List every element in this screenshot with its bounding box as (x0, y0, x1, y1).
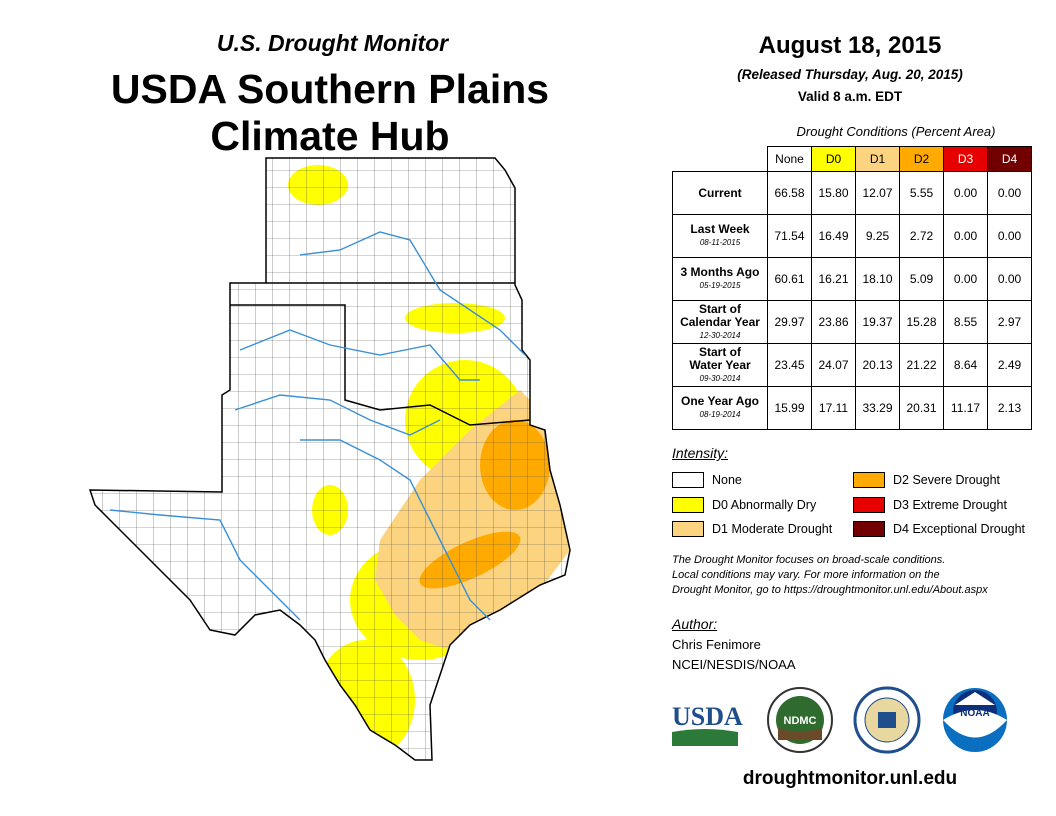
swatch (853, 497, 885, 513)
cell: 23.45 (767, 343, 812, 387)
cell: 2.97 (987, 300, 1032, 344)
cell: 15.99 (767, 386, 812, 430)
note-line: The Drought Monitor focuses on broad-sca… (672, 554, 946, 566)
legend-item-d0: D0 Abnormally Dry (672, 497, 816, 513)
header-blank (673, 147, 768, 172)
cell: 2.13 (987, 386, 1032, 430)
footer-url[interactable]: droughtmonitor.unl.edu (742, 768, 958, 789)
table-row: 3 Months Ago 05-19-2015 60.61 16.21 18.10… (672, 257, 1032, 301)
cell: 24.07 (811, 343, 856, 387)
legend-item-none: None (672, 472, 742, 488)
swatch (672, 472, 704, 488)
swatch (853, 472, 885, 488)
cell: 5.55 (899, 171, 944, 215)
cell: 0.00 (943, 257, 988, 301)
cell: 33.29 (855, 386, 900, 430)
cell: 2.49 (987, 343, 1032, 387)
author-org: NCEI/NESDIS/NOAA (672, 657, 796, 672)
rivers (109, 231, 526, 621)
map-title: USDA Southern Plains Climate Hub (80, 66, 580, 160)
cell: 0.00 (987, 257, 1032, 301)
cell: 8.55 (943, 300, 988, 344)
legend-item-d4: D4 Exceptional Drought (853, 521, 1025, 537)
col-d0: D0 (811, 146, 856, 172)
author-heading: Author: (672, 616, 718, 632)
table-row: Start of Calendar Year 12-30-2014 29.97 23… (672, 300, 1032, 344)
valid-time: Valid 8 a.m. EDT (797, 89, 903, 104)
cell: 8.64 (943, 343, 988, 387)
swatch (672, 521, 704, 537)
cell: 17.11 (811, 386, 856, 430)
col-d2: D2 (899, 146, 944, 172)
cell: 0.00 (987, 214, 1032, 258)
row-label: One Year Ago 08-19-2014 (672, 386, 768, 430)
table-row: Start of Water Year 09-30-2014 23.45 24.07… (672, 343, 1032, 387)
cell: 2.72 (899, 214, 944, 258)
row-label: Start of Water Year 09-30-2014 (672, 343, 768, 387)
cell: 19.37 (855, 300, 900, 344)
disclaimer-note: The Drought Monitor focuses on broad-sca… (672, 553, 1042, 598)
col-none: None (767, 146, 812, 172)
cell: 12.07 (855, 171, 900, 215)
col-d3: D3 (943, 146, 988, 172)
cell: 18.10 (855, 257, 900, 301)
swatch (853, 521, 885, 537)
cell: 60.61 (767, 257, 812, 301)
oklahoma-border (230, 304, 531, 426)
row-label: Current (672, 171, 768, 215)
table-row: Current 66.58 15.80 12.07 5.55 0.00 0.00 (672, 171, 1032, 215)
map-title-line1: USDA Southern Plains (110, 66, 550, 112)
table-header-row: None D0 D1 D2 D3 D4 (673, 146, 1032, 172)
cell: 9.25 (855, 214, 900, 258)
note-line: Local conditions may vary. For more info… (672, 569, 940, 581)
legend-item-d2: D2 Severe Drought (853, 472, 1000, 488)
release-date: (Released Thursday, Aug. 20, 2015) (737, 67, 963, 82)
row-label: Start of Calendar Year 12-30-2014 (672, 300, 768, 344)
cell: 71.54 (767, 214, 812, 258)
cell: 15.80 (811, 171, 856, 215)
cell: 23.86 (811, 300, 856, 344)
cell: 0.00 (943, 214, 988, 258)
swatch (672, 497, 704, 513)
cell: 21.22 (899, 343, 944, 387)
map-date: August 18, 2015 (758, 32, 942, 59)
cell: 20.31 (899, 386, 944, 430)
cell: 5.09 (899, 257, 944, 301)
cell: 20.13 (855, 343, 900, 387)
legend-item-d3: D3 Extreme Drought (853, 497, 1007, 513)
cell: 16.49 (811, 214, 856, 258)
table-row: Last Week 08-11-2015 71.54 16.49 9.25 2.7… (672, 214, 1032, 258)
legend-heading: Intensity: (672, 445, 729, 461)
cell: 15.28 (899, 300, 944, 344)
map-subtitle: U.S. Drought Monitor (216, 30, 449, 56)
region-outline (88, 157, 571, 761)
author-name: Chris Fenimore (672, 637, 761, 652)
cell: 11.17 (943, 386, 988, 430)
cell: 0.00 (987, 171, 1032, 215)
table-row: One Year Ago 08-19-2014 15.99 17.11 33.29… (672, 386, 1032, 430)
row-label: 3 Months Ago 05-19-2015 (672, 257, 768, 301)
cell: 66.58 (767, 171, 812, 215)
cell: 29.97 (767, 300, 812, 344)
row-label: Last Week 08-11-2015 (672, 214, 768, 258)
legend-item-d1: D1 Moderate Drought (672, 521, 832, 537)
note-line: Drought Monitor, go to https://droughtmo… (672, 584, 988, 596)
table-caption: Drought Conditions (Percent Area) (796, 124, 996, 139)
col-d1: D1 (855, 146, 900, 172)
cell: 0.00 (943, 171, 988, 215)
drought-table: None D0 D1 D2 D3 D4 Current 66.58 15.80 … (672, 146, 1032, 430)
map-title-line2: Climate Hub (210, 113, 450, 159)
cell: 16.21 (811, 257, 856, 301)
col-d4: D4 (987, 146, 1032, 172)
